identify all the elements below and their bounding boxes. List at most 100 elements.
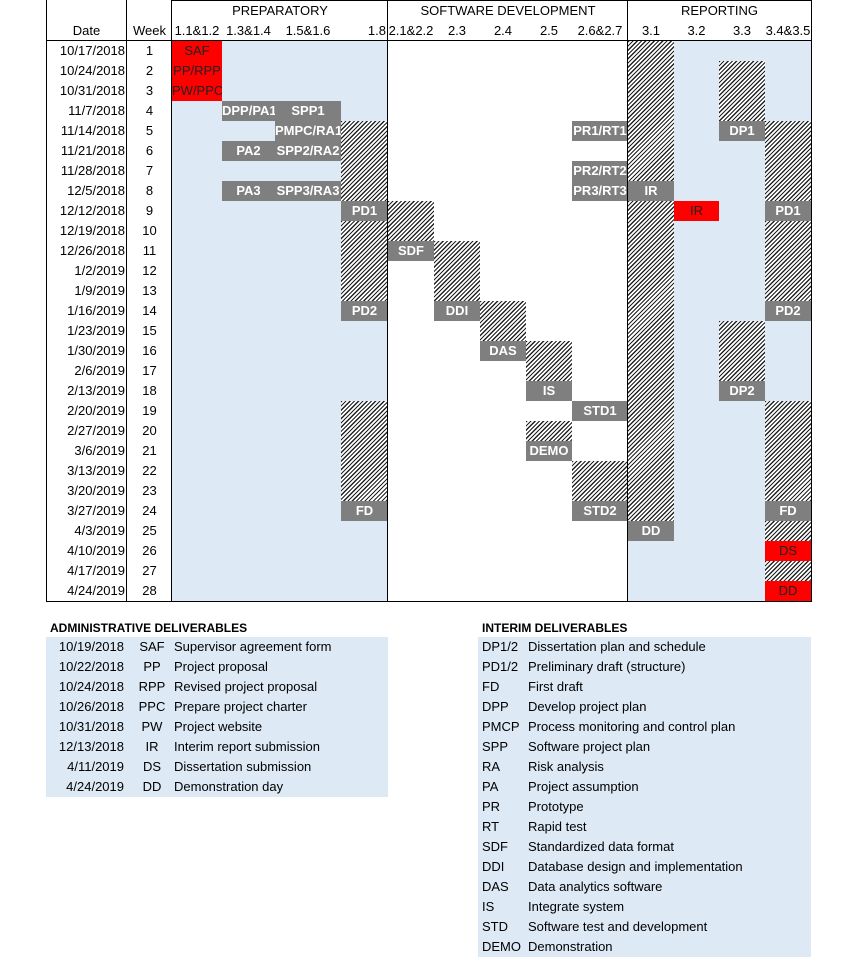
- row-date: 3/20/2019: [67, 483, 125, 498]
- row-week: 19: [142, 403, 157, 418]
- row-date: 10/31/2018: [59, 83, 125, 98]
- interim-desc: Data analytics software: [528, 879, 663, 894]
- row-date: 3/13/2019: [67, 463, 125, 478]
- interim-code: SPP: [482, 739, 509, 754]
- interim-deliverables: INTERIM DELIVERABLES DP1/2 Dissertation p…: [478, 620, 811, 960]
- header-date: Date: [72, 23, 101, 38]
- interim-code: PMCP: [482, 719, 520, 734]
- hatch-block: [765, 401, 811, 501]
- admin-date: 10/24/2018: [58, 679, 124, 694]
- interim-desc: Integrate system: [528, 899, 625, 914]
- interim-desc: Project assumption: [528, 779, 639, 794]
- interim-desc: Preliminary draft (structure): [528, 659, 686, 674]
- hatch-block: [765, 221, 811, 301]
- task-pmpc-ra1: PMPC/RA1: [275, 121, 341, 141]
- phase-title-2: REPORTING: [680, 3, 759, 18]
- task-pa3: PA3: [222, 181, 275, 201]
- row-week: 20: [142, 423, 157, 438]
- interim-code: PA: [482, 779, 499, 794]
- task-std1: STD1: [572, 401, 628, 421]
- admin-code: SAF: [139, 639, 165, 654]
- admin-date: 10/26/2018: [58, 699, 124, 714]
- row-week: 17: [142, 363, 157, 378]
- interim-code: PD1/2: [482, 659, 519, 674]
- interim-code: DPP: [482, 699, 509, 714]
- task-spp1: SPP1: [275, 101, 341, 121]
- row-date: 12/19/2018: [59, 223, 125, 238]
- hatch-block: [765, 121, 811, 201]
- row-date: 12/26/2018: [59, 243, 125, 258]
- row-week: 9: [145, 203, 154, 218]
- row-date: 2/6/2019: [74, 363, 125, 378]
- hatch-block: [388, 201, 434, 241]
- admin-desc: Demonstration day: [174, 779, 284, 794]
- row-week: 14: [142, 303, 157, 318]
- interim-code: PR: [482, 799, 501, 814]
- task-ds: DS: [765, 541, 811, 561]
- grid-phase-top: [172, 0, 812, 1]
- row-week: 6: [145, 143, 154, 158]
- row-date: 1/23/2019: [67, 323, 125, 338]
- hatch-block: [526, 421, 572, 441]
- hatch-block: [341, 221, 388, 301]
- grid-phase-2: [627, 0, 628, 602]
- admin-code: IR: [145, 739, 159, 754]
- row-week: 10: [142, 223, 157, 238]
- admin-date: 10/19/2018: [58, 639, 124, 654]
- admin-desc: Prepare project charter: [174, 699, 307, 714]
- row-date: 10/17/2018: [59, 43, 125, 58]
- task-pd1: PD1: [765, 201, 811, 221]
- row-date: 1/16/2019: [67, 303, 125, 318]
- interim-code: DEMO: [482, 939, 521, 954]
- interim-desc: Develop project plan: [528, 699, 647, 714]
- row-week: 4: [145, 103, 154, 118]
- header-col-8: 2.6&2.7: [577, 23, 623, 38]
- admin-code: DD: [142, 779, 162, 794]
- row-week: 1: [145, 43, 154, 58]
- task-dd: DD: [765, 581, 811, 601]
- task-das: DAS: [480, 341, 526, 361]
- task-std2: STD2: [572, 501, 628, 521]
- interim-panel: [478, 637, 811, 957]
- interim-desc: First draft: [528, 679, 583, 694]
- task-pd2: PD2: [341, 301, 388, 321]
- row-week: 13: [142, 283, 157, 298]
- grid-top: [47, 40, 812, 41]
- row-date: 4/17/2019: [67, 563, 125, 578]
- hatch-block: [434, 241, 480, 301]
- task-spp3-ra3: SPP3/RA3: [275, 181, 341, 201]
- header-col-5: 2.3: [447, 23, 467, 38]
- interim-desc: Database design and implementation: [528, 859, 743, 874]
- phase-title-1: SOFTWARE DEVELOPMENT: [420, 3, 596, 18]
- hatch-block: [719, 61, 765, 121]
- header-col-9: 3.1: [641, 23, 661, 38]
- task-dpp-pa1: DPP/PA1: [222, 101, 275, 121]
- admin-title: ADMINISTRATIVE DELIVERABLES: [50, 621, 248, 635]
- hatch-block: [719, 321, 765, 381]
- task-pr2-rt2: PR2/RT2: [572, 161, 628, 181]
- task-ir: IR: [674, 201, 719, 221]
- task-sdf: SDF: [388, 241, 434, 261]
- header-col-10: 3.2: [687, 23, 706, 38]
- row-week: 7: [145, 163, 154, 178]
- row-week: 18: [142, 383, 157, 398]
- row-week: 2: [145, 63, 154, 78]
- row-date: 4/3/2019: [74, 523, 125, 538]
- row-week: 15: [142, 323, 157, 338]
- row-week: 3: [145, 83, 154, 98]
- admin-code: RPP: [138, 679, 166, 694]
- hatch-block: [572, 461, 628, 501]
- task-dd: DD: [628, 521, 674, 541]
- admin-code: PW: [141, 719, 163, 734]
- admin-list: 10/19/2018 SAF Supervisor agreement form 10…: [46, 637, 388, 797]
- row-date: 11/21/2018: [60, 143, 125, 158]
- hatch-block: [765, 561, 811, 581]
- task-ir: IR: [628, 181, 674, 201]
- row-date: 2/20/2019: [67, 403, 125, 418]
- admin-date: 4/11/2019: [67, 759, 124, 774]
- row-date: 1/30/2019: [67, 343, 125, 358]
- interim-code: DP1/2: [482, 639, 519, 654]
- hatch-block: [628, 201, 674, 521]
- grid-phase-1: [387, 0, 388, 602]
- task-dp1: DP1: [719, 121, 765, 141]
